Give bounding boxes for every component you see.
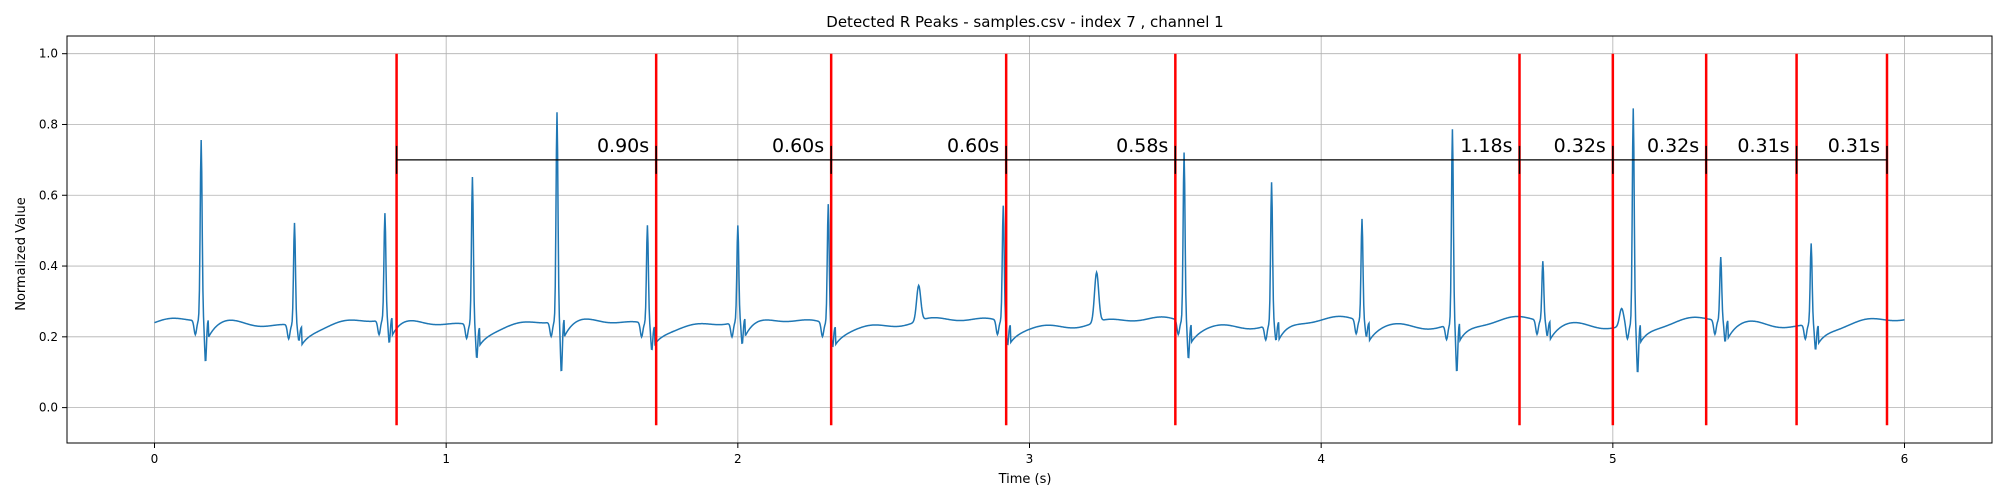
interval-label: 0.32s <box>1647 135 1699 157</box>
y-tick-label: 0.2 <box>39 330 58 344</box>
x-tick-label: 0 <box>151 452 159 466</box>
y-tick-label: 0.0 <box>39 401 58 415</box>
y-axis-label: Normalized Value <box>14 197 29 311</box>
interval-label: 0.90s <box>597 135 649 157</box>
x-tick-label: 2 <box>734 452 742 466</box>
chart-title: Detected R Peaks - samples.csv - index 7… <box>826 13 1223 31</box>
interval-label: 0.31s <box>1828 135 1880 157</box>
interval-label: 0.58s <box>1116 135 1168 157</box>
x-tick-label: 5 <box>1609 452 1617 466</box>
axes-frame <box>66 35 1993 444</box>
y-tick-label: 0.6 <box>39 188 58 202</box>
y-tick-label: 0.8 <box>39 117 58 131</box>
x-tick-label: 3 <box>1026 452 1034 466</box>
interval-label: 0.31s <box>1737 135 1789 157</box>
x-tick-label: 1 <box>442 452 450 466</box>
interval-label: 0.60s <box>772 135 824 157</box>
plot-area: 0 1 2 3 4 5 6 0.0 0.2 0.4 0.6 0.8 1.0 0.90s 0.60s 0.60s… <box>39 35 1993 466</box>
interval-label: 0.32s <box>1554 135 1606 157</box>
x-tick-label: 4 <box>1317 452 1325 466</box>
y-tick-label: 0.4 <box>39 259 58 273</box>
interval-label: 1.18s <box>1460 135 1512 157</box>
x-tick-label: 6 <box>1901 452 1909 466</box>
y-tick-label: 1.0 <box>39 47 58 61</box>
interval-label: 0.60s <box>947 135 999 157</box>
x-axis-label: Time (s) <box>998 472 1052 487</box>
